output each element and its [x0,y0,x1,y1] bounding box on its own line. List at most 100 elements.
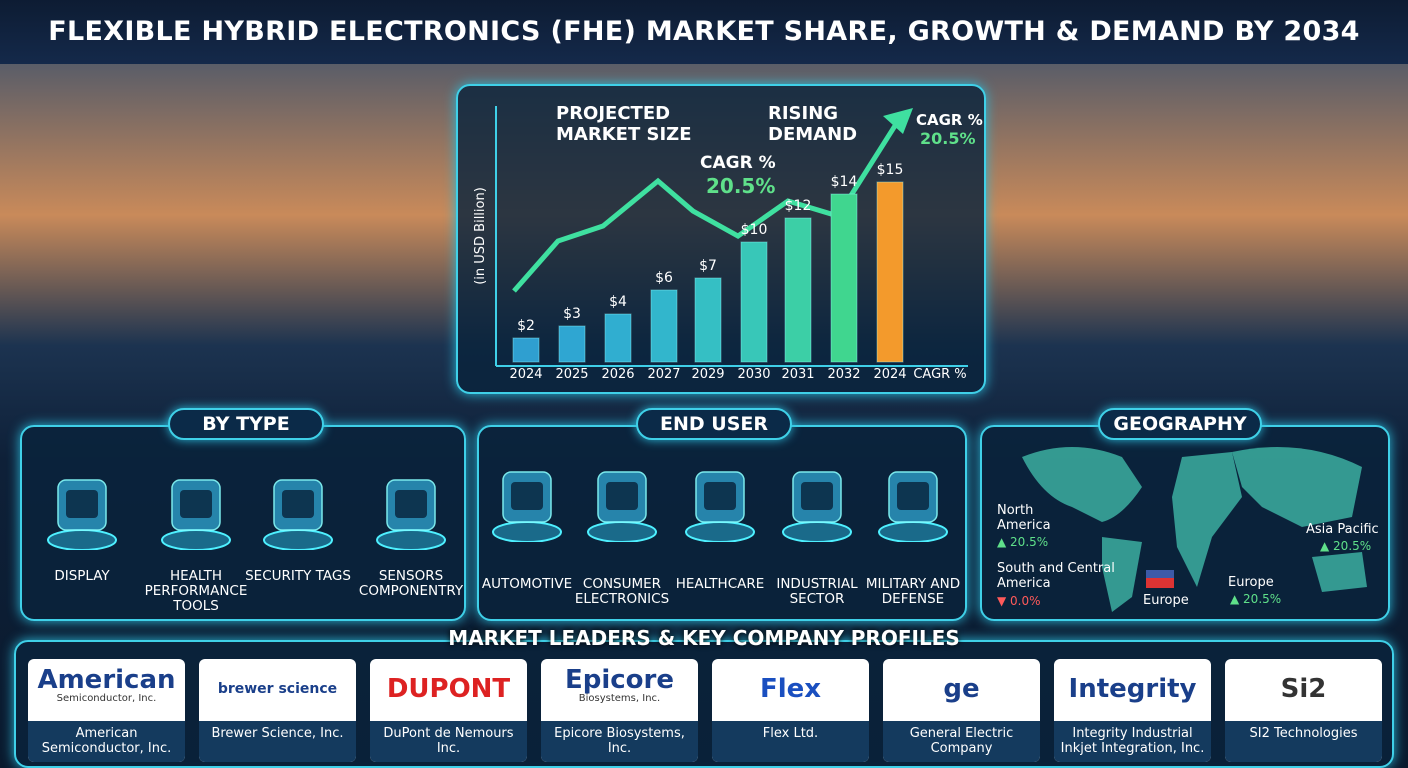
region-change: ▼ 0.0% [997,594,1041,609]
company-card: Integrity Integrity Industrial Inkjet Int… [1054,659,1211,762]
x-tick-label: 2029 [691,367,724,382]
cagr-value: 20.5% [920,128,976,149]
company-logo: Flex [712,667,869,719]
bar [651,290,677,362]
x-tick-label: 2031 [781,367,814,382]
cagr-label: CAGR % [700,153,776,174]
value-label: $2 [517,318,535,334]
logo-text: Si2 [1225,667,1382,711]
flag-label: Europe [1143,593,1189,608]
company-name: General Electric Company [883,721,1040,762]
x-tick-label: 2024 [509,367,542,382]
region-name: Europe [1228,575,1318,590]
company-name: Flex Ltd. [712,721,869,762]
logo-text: Epicore [541,667,698,693]
value-label: $6 [655,270,673,286]
company-card: Si2 SI2 Technologies [1225,659,1382,762]
bar [877,182,903,362]
page-title: FLEXIBLE HYBRID ELECTRONICS (FHE) MARKET… [0,0,1408,64]
bar [785,218,811,362]
bar [513,338,539,362]
x-tick-label: 2032 [827,367,860,382]
company-name: Epicore Biosystems, Inc. [541,721,698,762]
market-chart: 2024 $2 2025 $3 2026 $4 2027 $6 2029 $7 2030 $10 203… [458,86,984,392]
bar [695,278,721,362]
x-tick-label: 2027 [647,367,680,382]
arrow-head [883,108,913,134]
logo-text: DUPONT [370,667,527,711]
company-logo: AmericanSemiconductor, Inc. [28,667,185,719]
bar [559,326,585,362]
x-tick-label: 2025 [555,367,588,382]
value-label: $14 [831,174,858,190]
companies-title: MARKET LEADERS & KEY COMPANY PROFILES [0,628,1408,649]
region-name: North America [997,503,1087,533]
chart-heading: RISING DEMAND [768,103,878,145]
icon [680,462,756,542]
region-name: Asia Pacific [1306,522,1396,537]
company-logo: EpicoreBiosystems, Inc. [541,667,698,719]
region-change: ▲ 20.5% [1230,592,1281,607]
value-label: $15 [877,162,904,178]
bar [605,314,631,362]
logo-text: American [28,667,185,693]
company-name: DuPont de Nemours Inc. [370,721,527,762]
region-name: South and Central America [997,561,1117,591]
type-label: SENSORS COMPONENTRY [351,569,471,599]
section-title: END USER [636,408,792,440]
value-label: $3 [563,306,581,322]
end-user-label: AUTOMOTIVE [477,577,577,592]
section-title: GEOGRAPHY [1098,408,1262,440]
x-tick-label: 2030 [737,367,770,382]
company-logo: ge [883,667,1040,719]
icon [371,470,447,550]
icon [487,462,563,542]
value-label: $10 [741,222,768,238]
flag [1146,570,1174,588]
end-user-label: INDUSTRIAL SECTOR [767,577,867,607]
type-label: DISPLAY [22,569,142,584]
company-card: brewer science Brewer Science, Inc. [199,659,356,762]
x-tick-label: CAGR % [913,367,966,382]
company-name: Integrity Industrial Inkjet Integration,… [1054,721,1211,762]
icon [873,462,949,542]
end-user-label: CONSUMER ELECTRONICS [572,577,672,607]
y-axis-label: (in USD Billion) [473,187,488,285]
icon [777,462,853,542]
chart-heading: PROJECTED MARKET SIZE [556,103,696,145]
logo-text: Integrity [1054,667,1211,711]
value-label: $4 [609,294,627,310]
x-tick-label: 2024 [873,367,906,382]
region-change: ▲ 20.5% [1320,539,1371,554]
company-name: Brewer Science, Inc. [199,721,356,762]
company-logo: Integrity [1054,667,1211,719]
region-change: ▲ 20.5% [997,535,1048,550]
company-name: American Semiconductor, Inc. [28,721,185,762]
type-label: SECURITY TAGS [238,569,358,584]
company-card: AmericanSemiconductor, Inc.American Semi… [28,659,185,762]
company-card: EpicoreBiosystems, Inc.Epicore Biosystem… [541,659,698,762]
icon [156,470,232,550]
company-logo: Si2 [1225,667,1382,719]
value-label: $12 [785,198,812,214]
bar [741,242,767,362]
company-name: SI2 Technologies [1225,721,1382,762]
end-user-label: HEALTHCARE [670,577,770,592]
company-card: DUPONT DuPont de Nemours Inc. [370,659,527,762]
company-logo: brewer science [199,667,356,719]
value-label: $7 [699,258,717,274]
section-title: BY TYPE [168,408,324,440]
end-user-label: MILITARY AND DEFENSE [863,577,963,607]
logo-text: ge [883,667,1040,711]
company-card: Flex Flex Ltd. [712,659,869,762]
company-logo: DUPONT [370,667,527,719]
icon [42,470,118,550]
cagr-value: 20.5% [706,176,775,197]
icon [582,462,658,542]
x-tick-label: 2026 [601,367,634,382]
logo-text: brewer science [199,667,356,711]
logo-text: Flex [712,667,869,711]
company-card: ge General Electric Company [883,659,1040,762]
bar [831,194,857,362]
